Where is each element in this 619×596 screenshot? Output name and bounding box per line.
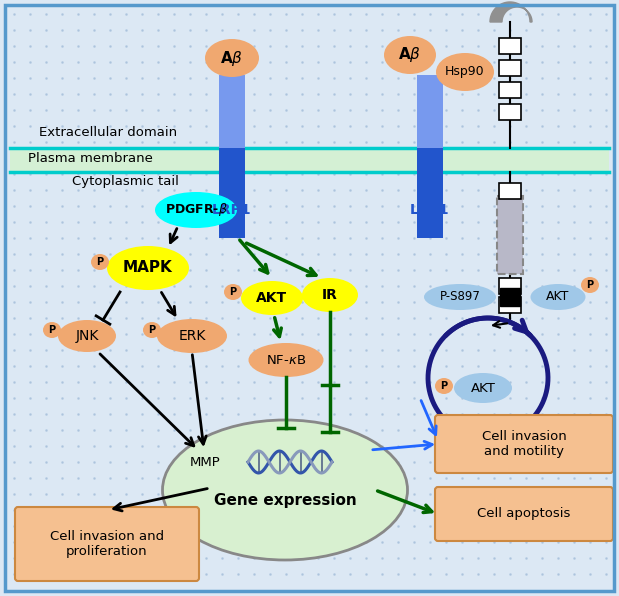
Ellipse shape — [163, 420, 407, 560]
Text: Cell invasion
and motility: Cell invasion and motility — [482, 430, 566, 458]
Text: ERK: ERK — [178, 329, 206, 343]
Ellipse shape — [107, 246, 189, 290]
Text: Extracellular domain: Extracellular domain — [39, 126, 177, 139]
Ellipse shape — [43, 322, 61, 338]
Text: Cell apoptosis: Cell apoptosis — [477, 508, 571, 520]
Ellipse shape — [581, 277, 599, 293]
Bar — [499, 60, 521, 76]
Text: JNK: JNK — [76, 329, 98, 343]
Polygon shape — [490, 2, 532, 22]
Text: Hsp90: Hsp90 — [445, 66, 485, 79]
Bar — [499, 278, 521, 294]
Bar — [219, 75, 245, 148]
Text: Gene expression: Gene expression — [214, 492, 357, 508]
Bar — [219, 148, 245, 238]
Ellipse shape — [302, 278, 358, 312]
Text: Cell invasion and
proliferation: Cell invasion and proliferation — [50, 530, 164, 558]
Text: P: P — [586, 280, 594, 290]
Text: Cytoplasmic tail: Cytoplasmic tail — [72, 175, 179, 188]
Ellipse shape — [155, 192, 237, 228]
Bar — [499, 104, 521, 120]
Bar — [417, 75, 443, 148]
Ellipse shape — [435, 378, 453, 394]
Text: P-S897: P-S897 — [439, 290, 480, 303]
Ellipse shape — [424, 284, 496, 310]
Text: IR: IR — [322, 288, 338, 302]
Text: LRP1: LRP1 — [410, 203, 450, 217]
Text: MMP: MMP — [189, 455, 220, 468]
Text: P: P — [149, 325, 155, 335]
Text: A$\beta$: A$\beta$ — [220, 48, 243, 67]
Text: Plasma membrane: Plasma membrane — [28, 153, 152, 166]
Bar — [499, 297, 521, 313]
Text: AKT: AKT — [256, 291, 288, 305]
FancyBboxPatch shape — [435, 487, 613, 541]
Bar — [497, 196, 523, 274]
Ellipse shape — [143, 322, 161, 338]
Bar — [499, 82, 521, 98]
Text: P: P — [97, 257, 103, 267]
Text: P: P — [441, 381, 448, 391]
Bar — [417, 148, 443, 238]
FancyBboxPatch shape — [15, 507, 199, 581]
Text: A$\beta$: A$\beta$ — [399, 45, 422, 64]
Ellipse shape — [157, 319, 227, 353]
Ellipse shape — [530, 284, 586, 310]
Text: NF-$\kappa$B: NF-$\kappa$B — [266, 353, 306, 367]
Text: PDGFR-$\beta$: PDGFR-$\beta$ — [165, 201, 227, 219]
Ellipse shape — [454, 373, 512, 403]
Ellipse shape — [248, 343, 324, 377]
Bar — [10, 148, 609, 172]
Text: P: P — [230, 287, 236, 297]
Bar — [499, 183, 521, 199]
Ellipse shape — [241, 281, 303, 315]
FancyBboxPatch shape — [435, 415, 613, 473]
Text: P: P — [48, 325, 56, 335]
Ellipse shape — [58, 320, 116, 352]
Ellipse shape — [384, 36, 436, 74]
Ellipse shape — [91, 254, 109, 270]
Text: MAPK: MAPK — [123, 260, 173, 275]
Text: AKT: AKT — [547, 290, 569, 303]
Ellipse shape — [224, 284, 242, 300]
Ellipse shape — [205, 39, 259, 77]
Bar — [499, 38, 521, 54]
Bar — [500, 288, 520, 306]
Ellipse shape — [436, 53, 494, 91]
Text: LRP1: LRP1 — [212, 203, 252, 217]
Text: AKT: AKT — [470, 381, 495, 395]
